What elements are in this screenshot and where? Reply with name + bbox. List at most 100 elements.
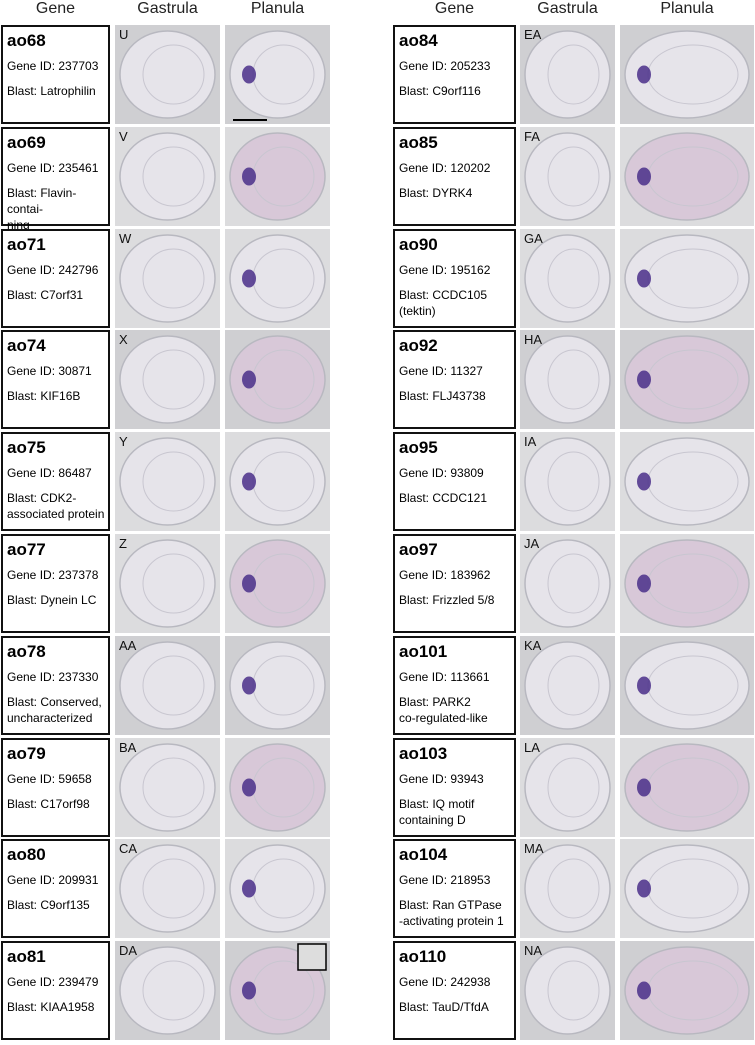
gene-id: Gene ID: 113661	[399, 669, 490, 684]
micrograph	[620, 635, 754, 735]
gene-box: ao90 Gene ID: 195162 Blast: CCDC105 (tektin…	[393, 228, 516, 328]
gene-box: ao71 Gene ID: 242796 Blast: C7orf31	[1, 228, 110, 328]
gene-box: ao80 Gene ID: 209931 Blast: C9orf135	[1, 839, 110, 939]
gene-name: ao79	[7, 743, 46, 763]
embryo	[524, 30, 611, 119]
gene-name: ao95	[399, 438, 438, 458]
gene-box: ao69 Gene ID: 235461 Blast: Flavin-contai-…	[1, 126, 110, 248]
micrograph	[225, 839, 330, 939]
embryo	[524, 132, 611, 221]
panel-label: GA	[524, 230, 543, 246]
embryo	[229, 742, 326, 832]
embryo	[119, 844, 216, 934]
gene-name: ao104	[399, 845, 448, 865]
panel-label: JA	[524, 536, 540, 551]
blast-text: Blast: C17orf98	[7, 796, 90, 811]
panel-label: X	[119, 332, 128, 348]
gene-id: Gene ID: 242796	[7, 262, 99, 277]
embryo	[119, 132, 216, 221]
blast-text: Blast: CDK2-	[7, 491, 77, 506]
gene-id: Gene ID: 242938	[399, 975, 491, 990]
gene-name: ao75	[7, 438, 46, 458]
micrograph	[225, 941, 330, 1041]
blast-text: Blast: CCDC121	[399, 491, 488, 506]
panel-label: U	[119, 27, 129, 42]
panel-label: V	[119, 128, 128, 144]
embryo	[624, 132, 750, 221]
gene-box: ao78 Gene ID: 237330 Blast: Conserved, unch…	[1, 635, 110, 735]
gene-name: ao97	[399, 540, 438, 559]
embryo	[524, 946, 611, 1035]
planula-image	[620, 737, 754, 837]
embryo	[229, 437, 326, 526]
planula-image	[620, 228, 754, 328]
gene-box: ao101 Gene ID: 113661 Blast: PARK2 co-regul…	[393, 635, 516, 735]
micrograph	[620, 941, 754, 1041]
stain-spot	[637, 981, 651, 1000]
panel-label: LA	[524, 739, 540, 755]
stain-spot	[242, 269, 256, 288]
stain-spot	[637, 574, 651, 593]
embryo	[524, 335, 611, 425]
micrograph	[115, 635, 220, 735]
panel-label: W	[119, 230, 132, 246]
gene-name: ao68	[7, 31, 46, 50]
embryo-inner	[547, 655, 600, 716]
micrograph	[620, 534, 754, 633]
blast-text: Blast: C9orf135	[7, 898, 90, 913]
micrograph	[115, 228, 220, 328]
gene-id: Gene ID: 237703	[7, 59, 99, 73]
blast-text: associated protein	[7, 507, 105, 522]
gene-id: Gene ID: 237330	[7, 669, 99, 684]
column-header: Gene	[434, 0, 475, 17]
stain-spot	[637, 370, 651, 389]
planula-image	[225, 330, 330, 430]
gastrula-image: EA	[520, 25, 615, 124]
micrograph	[225, 330, 330, 430]
stain-spot	[242, 65, 256, 84]
gene-name: ao78	[7, 641, 46, 661]
blast-text: Blast: TauD/TfdA	[399, 1000, 489, 1015]
stain-spot	[637, 167, 651, 186]
gastrula-image: DA	[115, 941, 220, 1041]
embryo-inner	[547, 349, 600, 410]
micrograph	[520, 228, 615, 328]
gene-id: Gene ID: 237378	[7, 568, 99, 582]
stain-spot	[242, 167, 256, 186]
gene-id: Gene ID: 30871	[7, 364, 92, 379]
gene-box: ao79 Gene ID: 59658 Blast: C17orf98	[1, 737, 110, 837]
gastrula-image: BA	[115, 737, 220, 837]
blast-text: Blast: DYRK4	[399, 185, 473, 200]
embryo-inner	[547, 146, 600, 207]
micrograph	[225, 534, 330, 633]
gene-box: ao85 Gene ID: 120202 Blast: DYRK4	[393, 126, 516, 226]
embryo-inner	[547, 44, 600, 105]
panel-label: EA	[524, 27, 542, 42]
gene-name: ao92	[399, 336, 438, 356]
planula-image	[225, 534, 330, 633]
gastrula-image: W	[115, 228, 220, 328]
blast-text: uncharacterized	[7, 710, 93, 725]
blast-text: -activating protein 1	[399, 914, 504, 929]
stain-spot	[637, 65, 651, 84]
embryo-inner	[142, 349, 205, 410]
gene-box: ao97 Gene ID: 183962 Blast: Frizzled 5/8	[393, 534, 516, 633]
micrograph	[520, 941, 615, 1041]
gene-name: ao69	[7, 132, 46, 152]
gene-box: ao77 Gene ID: 237378 Blast: Dynein LC	[1, 534, 110, 633]
column-header: Gastrula	[137, 0, 198, 17]
gastrula-image: IA	[520, 432, 615, 532]
blast-text: Blast: FLJ43738	[399, 389, 486, 404]
planula-image	[225, 635, 330, 735]
embryo-inner	[142, 146, 205, 207]
panel-label: MA	[524, 841, 544, 857]
embryo-inner	[547, 858, 600, 919]
embryo-inner	[142, 655, 205, 716]
gastrula-image: NA	[520, 941, 615, 1041]
panel-label: IA	[524, 434, 537, 450]
blast-text: Blast: Dynein LC	[7, 593, 97, 607]
gastrula-image: GA	[520, 228, 615, 328]
embryo	[524, 233, 611, 323]
embryo-inner	[142, 248, 205, 309]
micrograph	[225, 737, 330, 837]
